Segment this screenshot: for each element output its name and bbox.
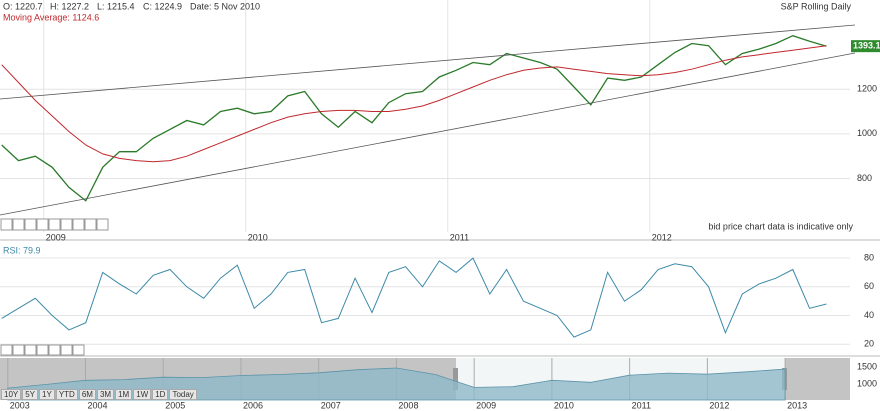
y-tick-label: 60 <box>864 281 874 291</box>
line <box>1 45 827 163</box>
x-tick-label: 2005 <box>165 400 185 410</box>
range-button[interactable]: 5Y <box>22 389 39 400</box>
close: C: 1224.9 <box>143 1 182 11</box>
range-button[interactable]: 1Y <box>39 389 55 400</box>
y-tick-label: 20 <box>864 339 874 349</box>
y-tick-label: 1500 <box>857 361 877 371</box>
range-button[interactable]: 1M <box>115 389 133 400</box>
navigator-handle[interactable] <box>453 368 458 390</box>
x-tick-label: 2008 <box>398 400 418 410</box>
range-button[interactable]: 6M <box>78 389 96 400</box>
range-button[interactable]: 10Y <box>1 389 22 400</box>
x-tick-label: 2011 <box>632 400 651 410</box>
trend-line <box>0 52 856 216</box>
range-button[interactable]: 3M <box>96 389 115 400</box>
range-button[interactable]: Today <box>169 389 197 400</box>
x-tick-label: 2003 <box>10 400 30 410</box>
disclaimer: bid price chart data is indicative only <box>708 221 853 231</box>
y-tick-label: 80 <box>864 252 874 262</box>
x-tick-label: 2009 <box>476 400 496 410</box>
current-price-box <box>851 40 880 53</box>
tool-icons[interactable] <box>0 218 109 356</box>
x-tick-label: 2012 <box>709 400 729 410</box>
x-tick-label: 2012 <box>652 232 672 242</box>
range-button[interactable]: 1D <box>152 389 169 400</box>
main-panel <box>0 0 880 240</box>
area <box>7 367 786 401</box>
trend-line <box>0 24 856 100</box>
x-tick-label: 2004 <box>88 400 108 410</box>
high: H: 1227.2 <box>50 1 89 11</box>
x-tick-label: 2007 <box>321 400 341 410</box>
current-price: 1393.1 <box>853 41 880 51</box>
y-tick-label: 40 <box>864 310 874 320</box>
low: L: 1215.4 <box>97 1 135 11</box>
x-tick-label: 2009 <box>46 232 66 242</box>
y-tick-label: 800 <box>857 173 872 183</box>
range-button[interactable]: 1W <box>133 389 152 400</box>
rsi-title: RSI: 79.9 <box>3 245 41 255</box>
range-buttons: 10Y 5Y 1Y YTD 6M 3M 1M 1W 1D Today <box>1 389 197 400</box>
range-button[interactable]: YTD <box>55 389 78 400</box>
line <box>1 257 827 338</box>
x-tick-label: 2013 <box>787 400 807 410</box>
y-tick-label: 1000 <box>857 128 877 138</box>
y-tick-label: 1200 <box>857 84 877 94</box>
x-tick-label: 2010 <box>554 400 574 410</box>
moving-average: Moving Average: 1124.6 <box>3 12 99 22</box>
open: O: 1220.7 <box>3 1 43 11</box>
instrument: S&P Rolling Daily <box>781 1 852 11</box>
y-tick-label: 1000 <box>857 378 877 388</box>
x-tick-label: 2010 <box>248 232 268 242</box>
date: Date: 5 Nov 2010 <box>190 1 260 11</box>
line <box>1 35 827 202</box>
x-tick-label: 2011 <box>450 232 469 242</box>
x-tick-label: 2006 <box>243 400 263 410</box>
